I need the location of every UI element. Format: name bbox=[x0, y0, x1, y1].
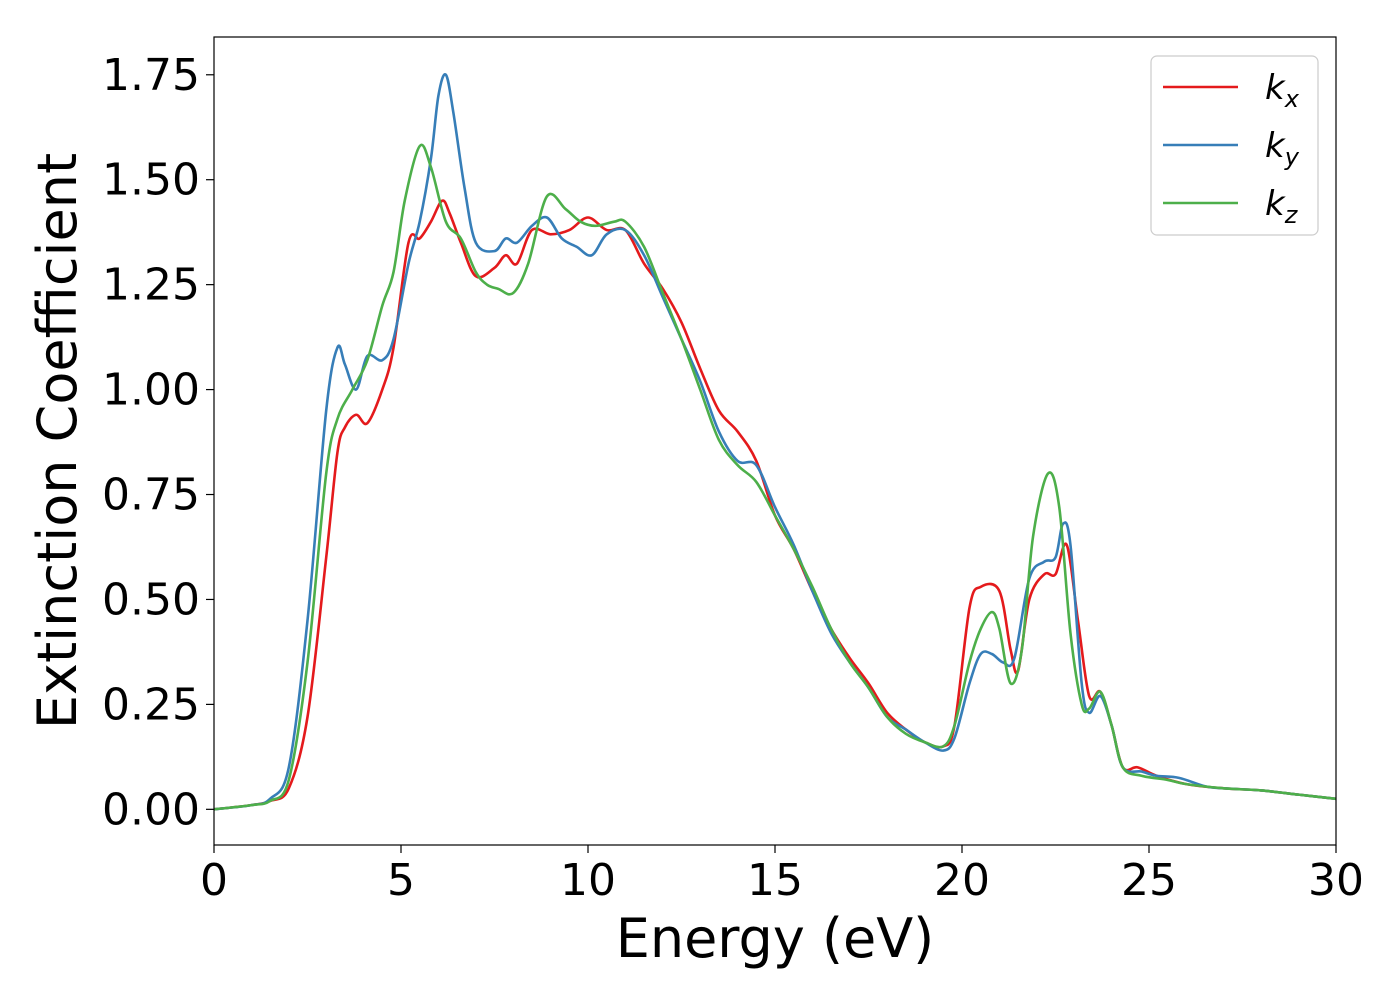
axis-ticks: 0 5 10 15 20 25 30 0.00 0.25 0.50 0.75 1.00 1.25 1.50… bbox=[102, 50, 1364, 906]
y-tick-label: 0.50 bbox=[102, 574, 200, 625]
x-tick-label: 10 bbox=[560, 855, 616, 906]
y-tick-label: 1.50 bbox=[102, 155, 200, 206]
series-line-k-y bbox=[214, 73, 1336, 811]
y-tick-label: 0.75 bbox=[102, 470, 200, 521]
x-tick-label: 0 bbox=[200, 855, 228, 906]
series-lines bbox=[214, 73, 1336, 811]
y-axis-title: Extinction Coefficient bbox=[26, 153, 89, 729]
plot-area-frame bbox=[213, 36, 1337, 846]
legend-label-k-x: kx bbox=[1265, 68, 1300, 113]
x-tick-label: 20 bbox=[934, 855, 990, 906]
series-line-k-z bbox=[214, 143, 1336, 811]
y-tick-label: 1.25 bbox=[102, 260, 200, 311]
x-axis-title: Energy (eV) bbox=[616, 907, 935, 970]
y-tick-label: 1.00 bbox=[102, 365, 200, 416]
legend: kx ky kz bbox=[1150, 55, 1319, 236]
y-tick-label: 0.25 bbox=[102, 679, 200, 730]
x-tick-label: 15 bbox=[747, 855, 803, 906]
legend-label-k-z: kz bbox=[1265, 184, 1299, 229]
x-tick-label: 30 bbox=[1308, 855, 1364, 906]
x-tick-label: 5 bbox=[387, 855, 415, 906]
legend-label-k-y: ky bbox=[1265, 126, 1300, 171]
x-tick-label: 25 bbox=[1121, 855, 1177, 906]
y-tick-label: 0.00 bbox=[102, 784, 200, 835]
y-tick-label: 1.75 bbox=[102, 50, 200, 101]
